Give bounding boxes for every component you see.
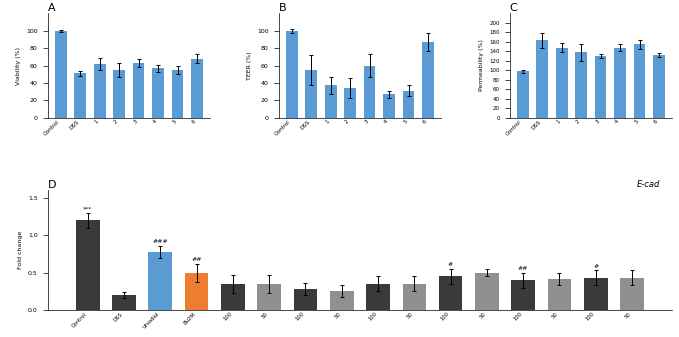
Bar [221, 284, 244, 310]
Bar [55, 31, 67, 118]
Bar [422, 42, 434, 118]
Bar [330, 291, 354, 310]
Bar [293, 289, 317, 310]
Bar [325, 86, 337, 118]
Bar [191, 59, 203, 118]
Bar [536, 40, 548, 118]
Text: ##: ## [191, 257, 202, 262]
Bar [172, 70, 183, 118]
Text: C: C [509, 3, 517, 13]
Bar [94, 64, 105, 118]
Bar [149, 252, 172, 310]
Bar [511, 280, 535, 310]
Bar [517, 71, 529, 118]
Bar [620, 278, 644, 310]
Text: A: A [48, 3, 55, 13]
Bar [344, 88, 356, 118]
Bar [475, 273, 498, 310]
Y-axis label: Fold change: Fold change [18, 231, 22, 269]
Bar [383, 94, 395, 118]
Bar [584, 278, 608, 310]
Text: ***: *** [83, 206, 92, 211]
Bar [257, 284, 281, 310]
Text: #: # [448, 263, 453, 267]
Bar [634, 44, 645, 118]
Y-axis label: Viability (%): Viability (%) [16, 47, 20, 85]
Bar [548, 279, 571, 310]
Text: ###: ### [152, 239, 168, 244]
Bar [556, 48, 568, 118]
Text: B: B [278, 3, 286, 13]
Bar [575, 52, 587, 118]
Bar [364, 65, 375, 118]
Bar [595, 56, 606, 118]
Bar [653, 55, 665, 118]
Bar [152, 68, 164, 118]
Bar [403, 284, 426, 310]
Bar [306, 70, 317, 118]
Text: #: # [593, 264, 598, 269]
Bar [439, 276, 462, 310]
Text: D: D [48, 180, 56, 190]
Bar [185, 273, 208, 310]
Bar [366, 284, 390, 310]
Bar [76, 220, 100, 310]
Bar [614, 48, 626, 118]
Y-axis label: Permeability (%): Permeability (%) [479, 39, 483, 91]
Bar [286, 31, 297, 118]
Bar [403, 91, 414, 118]
Bar [113, 70, 125, 118]
Text: E-cad: E-cad [636, 180, 660, 189]
Bar [112, 295, 136, 310]
Bar [75, 73, 86, 118]
Text: ##: ## [518, 266, 528, 271]
Y-axis label: TEER (%): TEER (%) [246, 51, 252, 80]
Bar [133, 63, 145, 118]
